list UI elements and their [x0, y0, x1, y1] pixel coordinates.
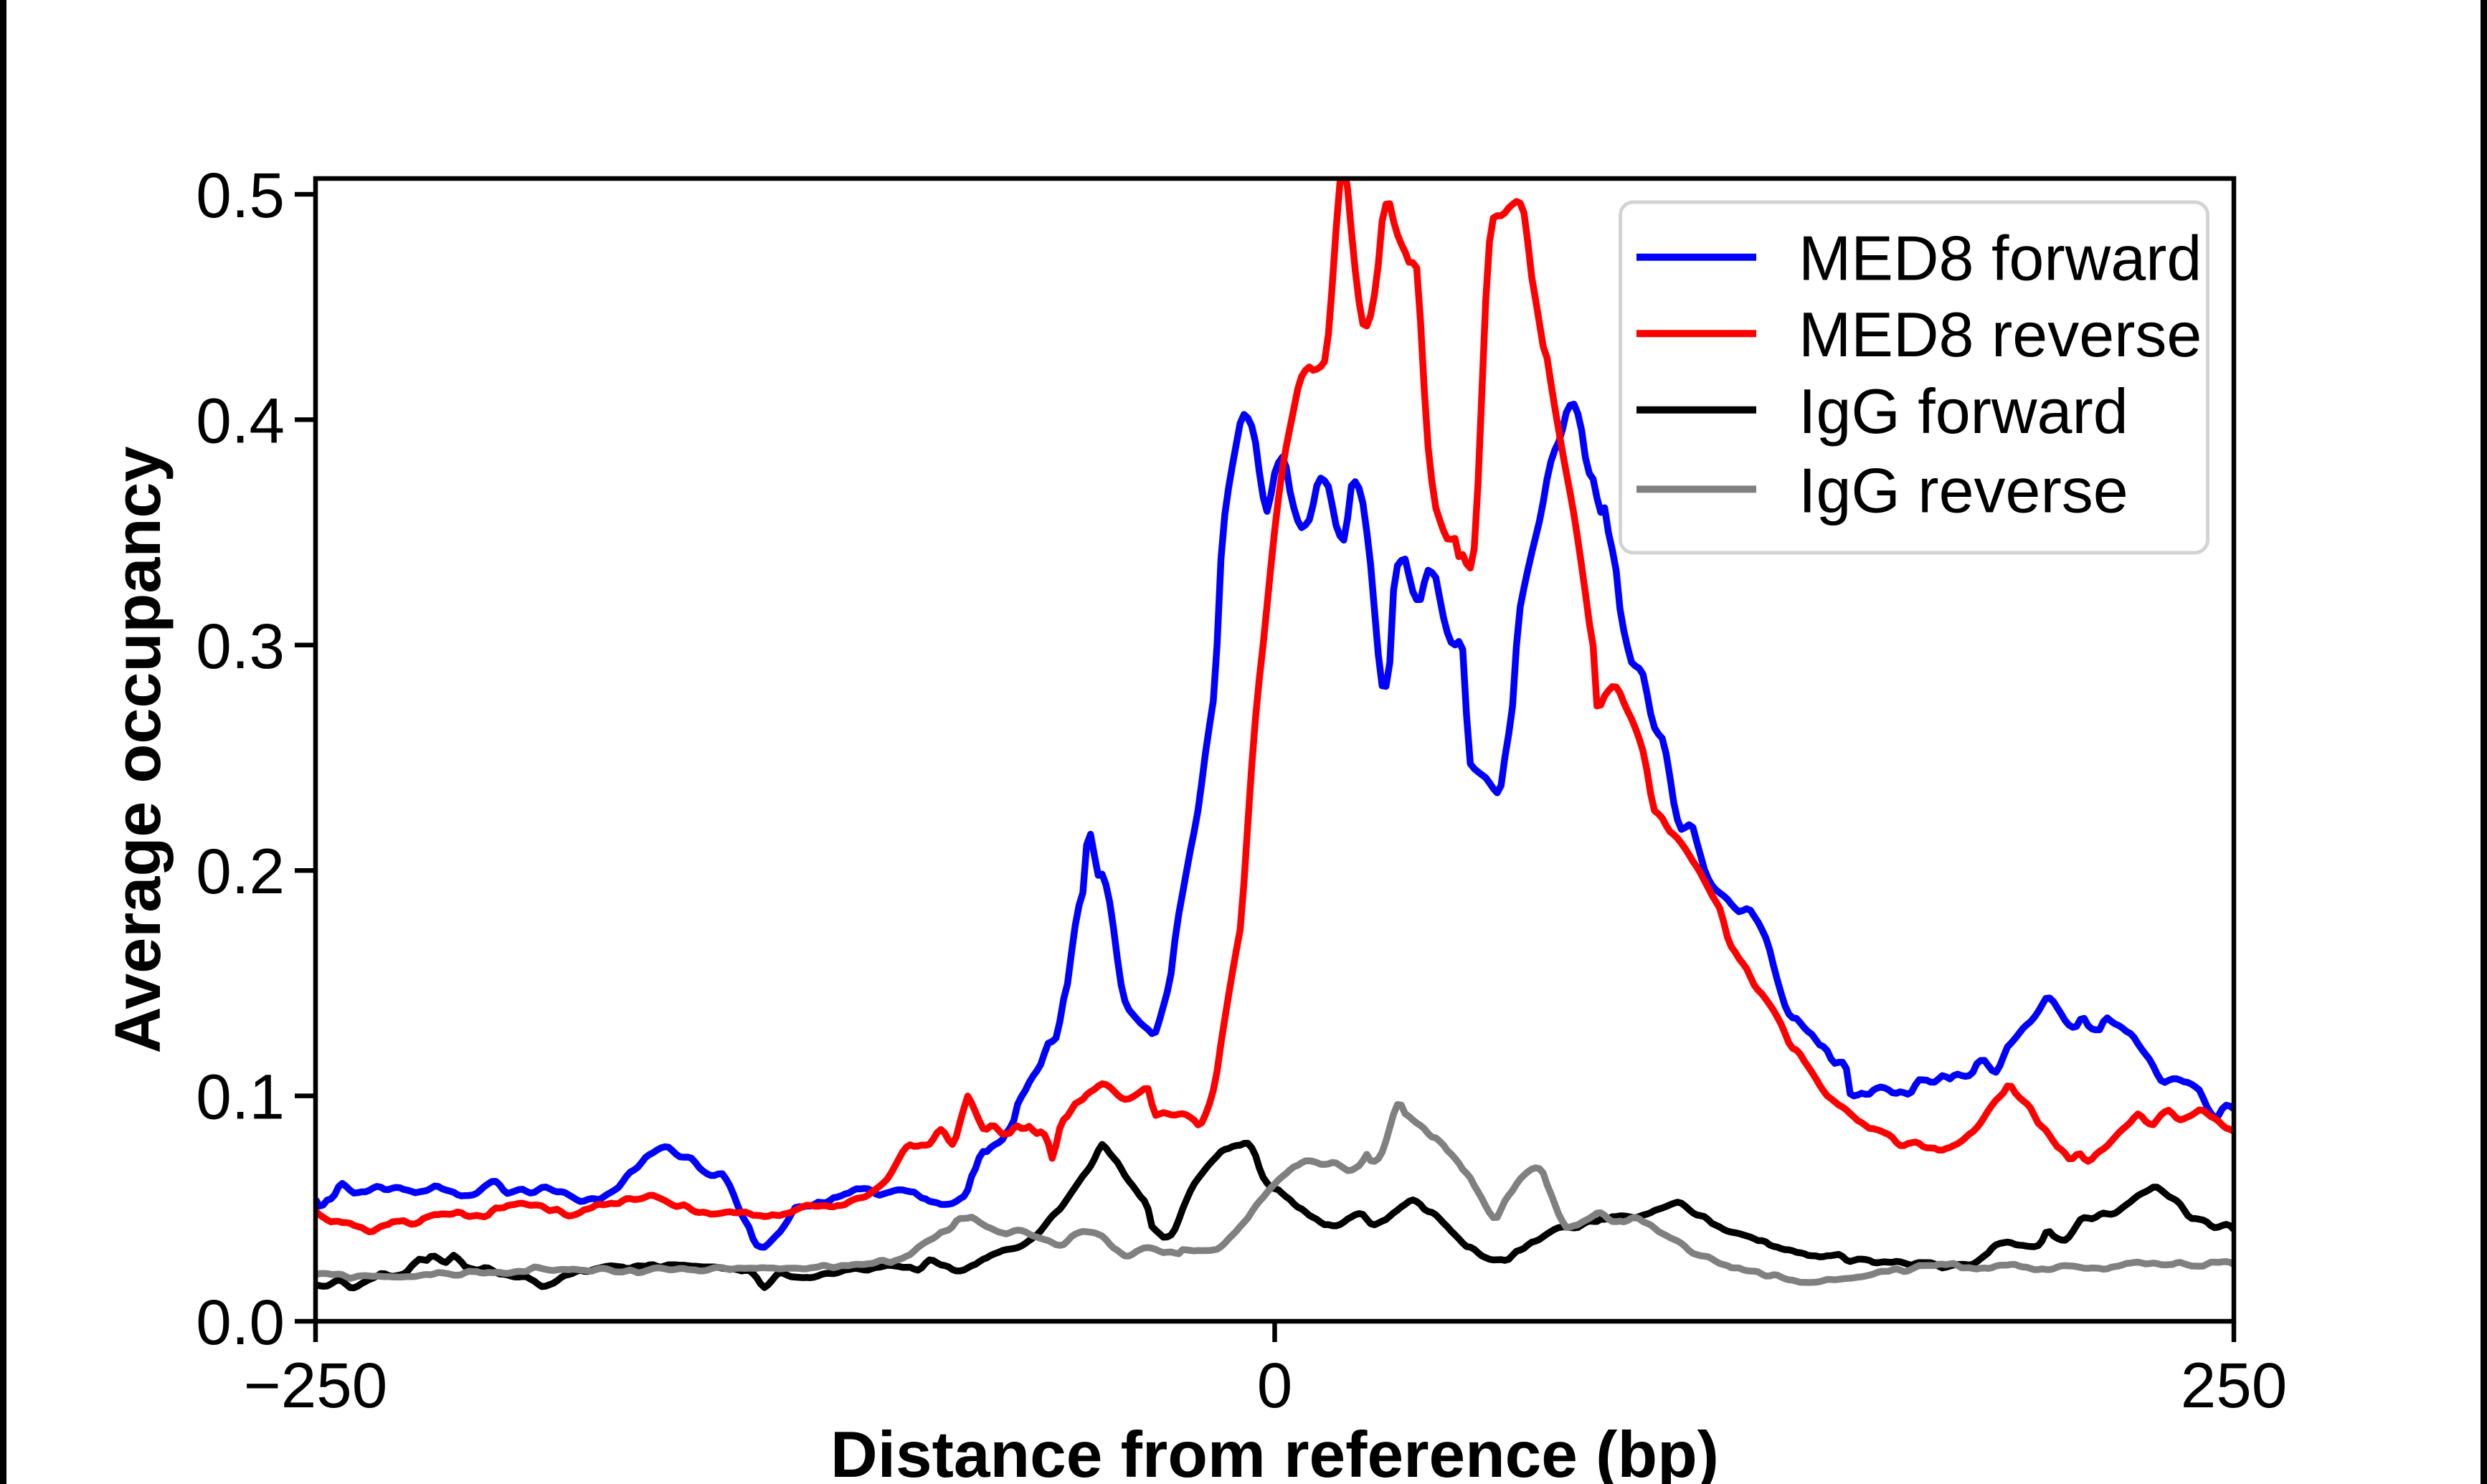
- svg-text:0.2: 0.2: [196, 835, 285, 907]
- svg-text:−250: −250: [244, 1349, 387, 1421]
- svg-text:0.3: 0.3: [196, 610, 285, 682]
- svg-text:Distance from reference (bp): Distance from reference (bp): [830, 1419, 1719, 1484]
- svg-text:IgG reverse: IgG reverse: [1799, 455, 2128, 525]
- svg-text:Average occupancy: Average occupancy: [103, 446, 174, 1053]
- svg-text:0.4: 0.4: [196, 384, 285, 456]
- svg-text:0: 0: [1257, 1349, 1293, 1421]
- svg-text:MED8 reverse: MED8 reverse: [1799, 299, 2202, 370]
- svg-text:0.1: 0.1: [196, 1061, 285, 1133]
- svg-text:MED8 forward: MED8 forward: [1799, 223, 2202, 294]
- svg-text:IgG forward: IgG forward: [1799, 376, 2128, 447]
- svg-text:250: 250: [2181, 1349, 2288, 1421]
- svg-text:0.0: 0.0: [196, 1286, 285, 1358]
- svg-text:0.5: 0.5: [196, 159, 285, 231]
